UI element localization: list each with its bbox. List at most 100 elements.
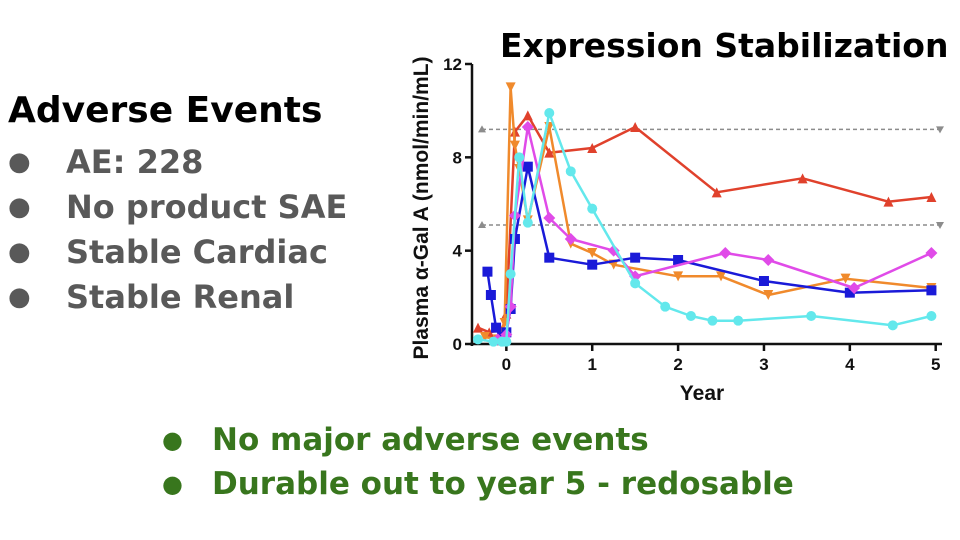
list-item: ● Stable Cardiac <box>8 230 347 275</box>
sae-text: No product SAE <box>66 188 348 226</box>
series-group <box>482 161 937 342</box>
reference-line-marker-right <box>936 222 944 229</box>
data-point <box>883 196 894 207</box>
bullet-icon: ● <box>8 237 31 267</box>
series-line <box>497 125 932 341</box>
data-point <box>630 122 641 132</box>
adverse-events-title: Adverse Events <box>8 90 323 131</box>
data-point <box>711 187 722 198</box>
data-point <box>543 212 556 224</box>
series-line <box>484 86 932 341</box>
data-point <box>797 173 808 184</box>
data-point <box>521 121 534 133</box>
data-point <box>887 320 898 331</box>
data-point <box>522 161 533 172</box>
x-axis-title: Year <box>680 382 724 405</box>
bullet-icon: ● <box>8 192 31 222</box>
key-point-text: No major adverse events <box>212 422 649 458</box>
data-point <box>762 254 775 266</box>
key-point-text: Durable out to year 5 - redosable <box>212 466 794 502</box>
data-point <box>488 336 499 347</box>
data-point <box>544 252 555 263</box>
data-point <box>716 271 727 282</box>
y-tick-label: 4 <box>453 242 463 261</box>
data-point <box>491 322 502 333</box>
data-point <box>758 276 769 286</box>
list-item: ● AE: 228 <box>8 140 347 185</box>
data-point <box>844 287 855 298</box>
x-tick-label: 3 <box>759 355 768 374</box>
chart-series <box>473 82 938 347</box>
data-point <box>848 282 861 294</box>
series-group <box>491 121 938 346</box>
list-item: ● No product SAE <box>8 185 347 230</box>
data-point <box>630 252 641 263</box>
data-point <box>719 247 732 259</box>
data-point <box>479 332 490 342</box>
y-axis-title: Plasma α-Gal A (nmol/min/mL) <box>410 56 433 359</box>
data-point <box>630 278 641 289</box>
data-point <box>607 244 620 257</box>
data-point <box>505 82 516 93</box>
data-point <box>587 259 598 270</box>
data-point <box>473 322 484 333</box>
cardiac-text: Stable Cardiac <box>66 233 328 271</box>
reference-lines <box>478 125 944 229</box>
bullet-icon: ● <box>162 470 183 498</box>
data-point <box>522 217 533 228</box>
data-point <box>514 152 525 163</box>
list-item: ● No major adverse events <box>162 418 794 462</box>
data-point <box>544 147 555 158</box>
y-tick-label: 12 <box>443 55 462 74</box>
series-line <box>486 165 932 339</box>
bullet-icon: ● <box>8 147 31 177</box>
data-point <box>587 143 598 153</box>
data-point <box>685 311 696 321</box>
x-tick-label: 0 <box>502 355 511 374</box>
x-tick-label: 1 <box>587 355 596 374</box>
data-point <box>509 140 520 151</box>
data-point <box>840 273 851 284</box>
data-point <box>926 285 937 296</box>
x-tick-label: 5 <box>931 355 940 374</box>
data-point <box>673 271 684 282</box>
y-tick-label: 0 <box>453 335 462 354</box>
list-item: ● Stable Renal <box>8 275 347 320</box>
data-point <box>660 301 671 312</box>
adverse-events-list: ● AE: 228 ● No product SAE ● Stable Cardiac… <box>8 140 347 320</box>
data-point <box>473 334 484 345</box>
ae-count-text: AE: 228 <box>66 143 204 181</box>
data-point <box>544 108 555 118</box>
series-line <box>477 114 932 334</box>
data-point <box>564 233 577 245</box>
reference-line-marker-left <box>478 125 486 133</box>
series-group <box>473 108 937 347</box>
data-point <box>763 290 774 300</box>
reference-line-marker-left <box>478 221 486 228</box>
data-point <box>587 248 598 258</box>
bullet-icon: ● <box>8 282 31 312</box>
data-point <box>522 110 533 121</box>
data-point <box>707 315 718 326</box>
data-point <box>485 290 496 300</box>
data-point <box>926 311 937 321</box>
data-point <box>925 247 938 259</box>
data-point <box>587 203 598 214</box>
chart-title: Expression Stabilization <box>500 26 949 65</box>
data-point <box>501 336 512 347</box>
x-tick-label: 4 <box>845 355 855 374</box>
data-point <box>806 311 817 321</box>
data-point <box>565 166 576 177</box>
y-tick-label: 8 <box>453 148 462 167</box>
reference-line-marker-right <box>936 126 944 134</box>
renal-text: Stable Renal <box>66 278 295 316</box>
data-point <box>673 255 684 265</box>
data-point <box>926 192 937 202</box>
list-item: ● Durable out to year 5 - redosable <box>162 462 794 506</box>
data-point <box>505 269 516 279</box>
x-tick-label: 2 <box>673 355 682 374</box>
data-point <box>482 266 493 277</box>
key-points-list: ● No major adverse events ● Durable out to… <box>162 418 794 506</box>
